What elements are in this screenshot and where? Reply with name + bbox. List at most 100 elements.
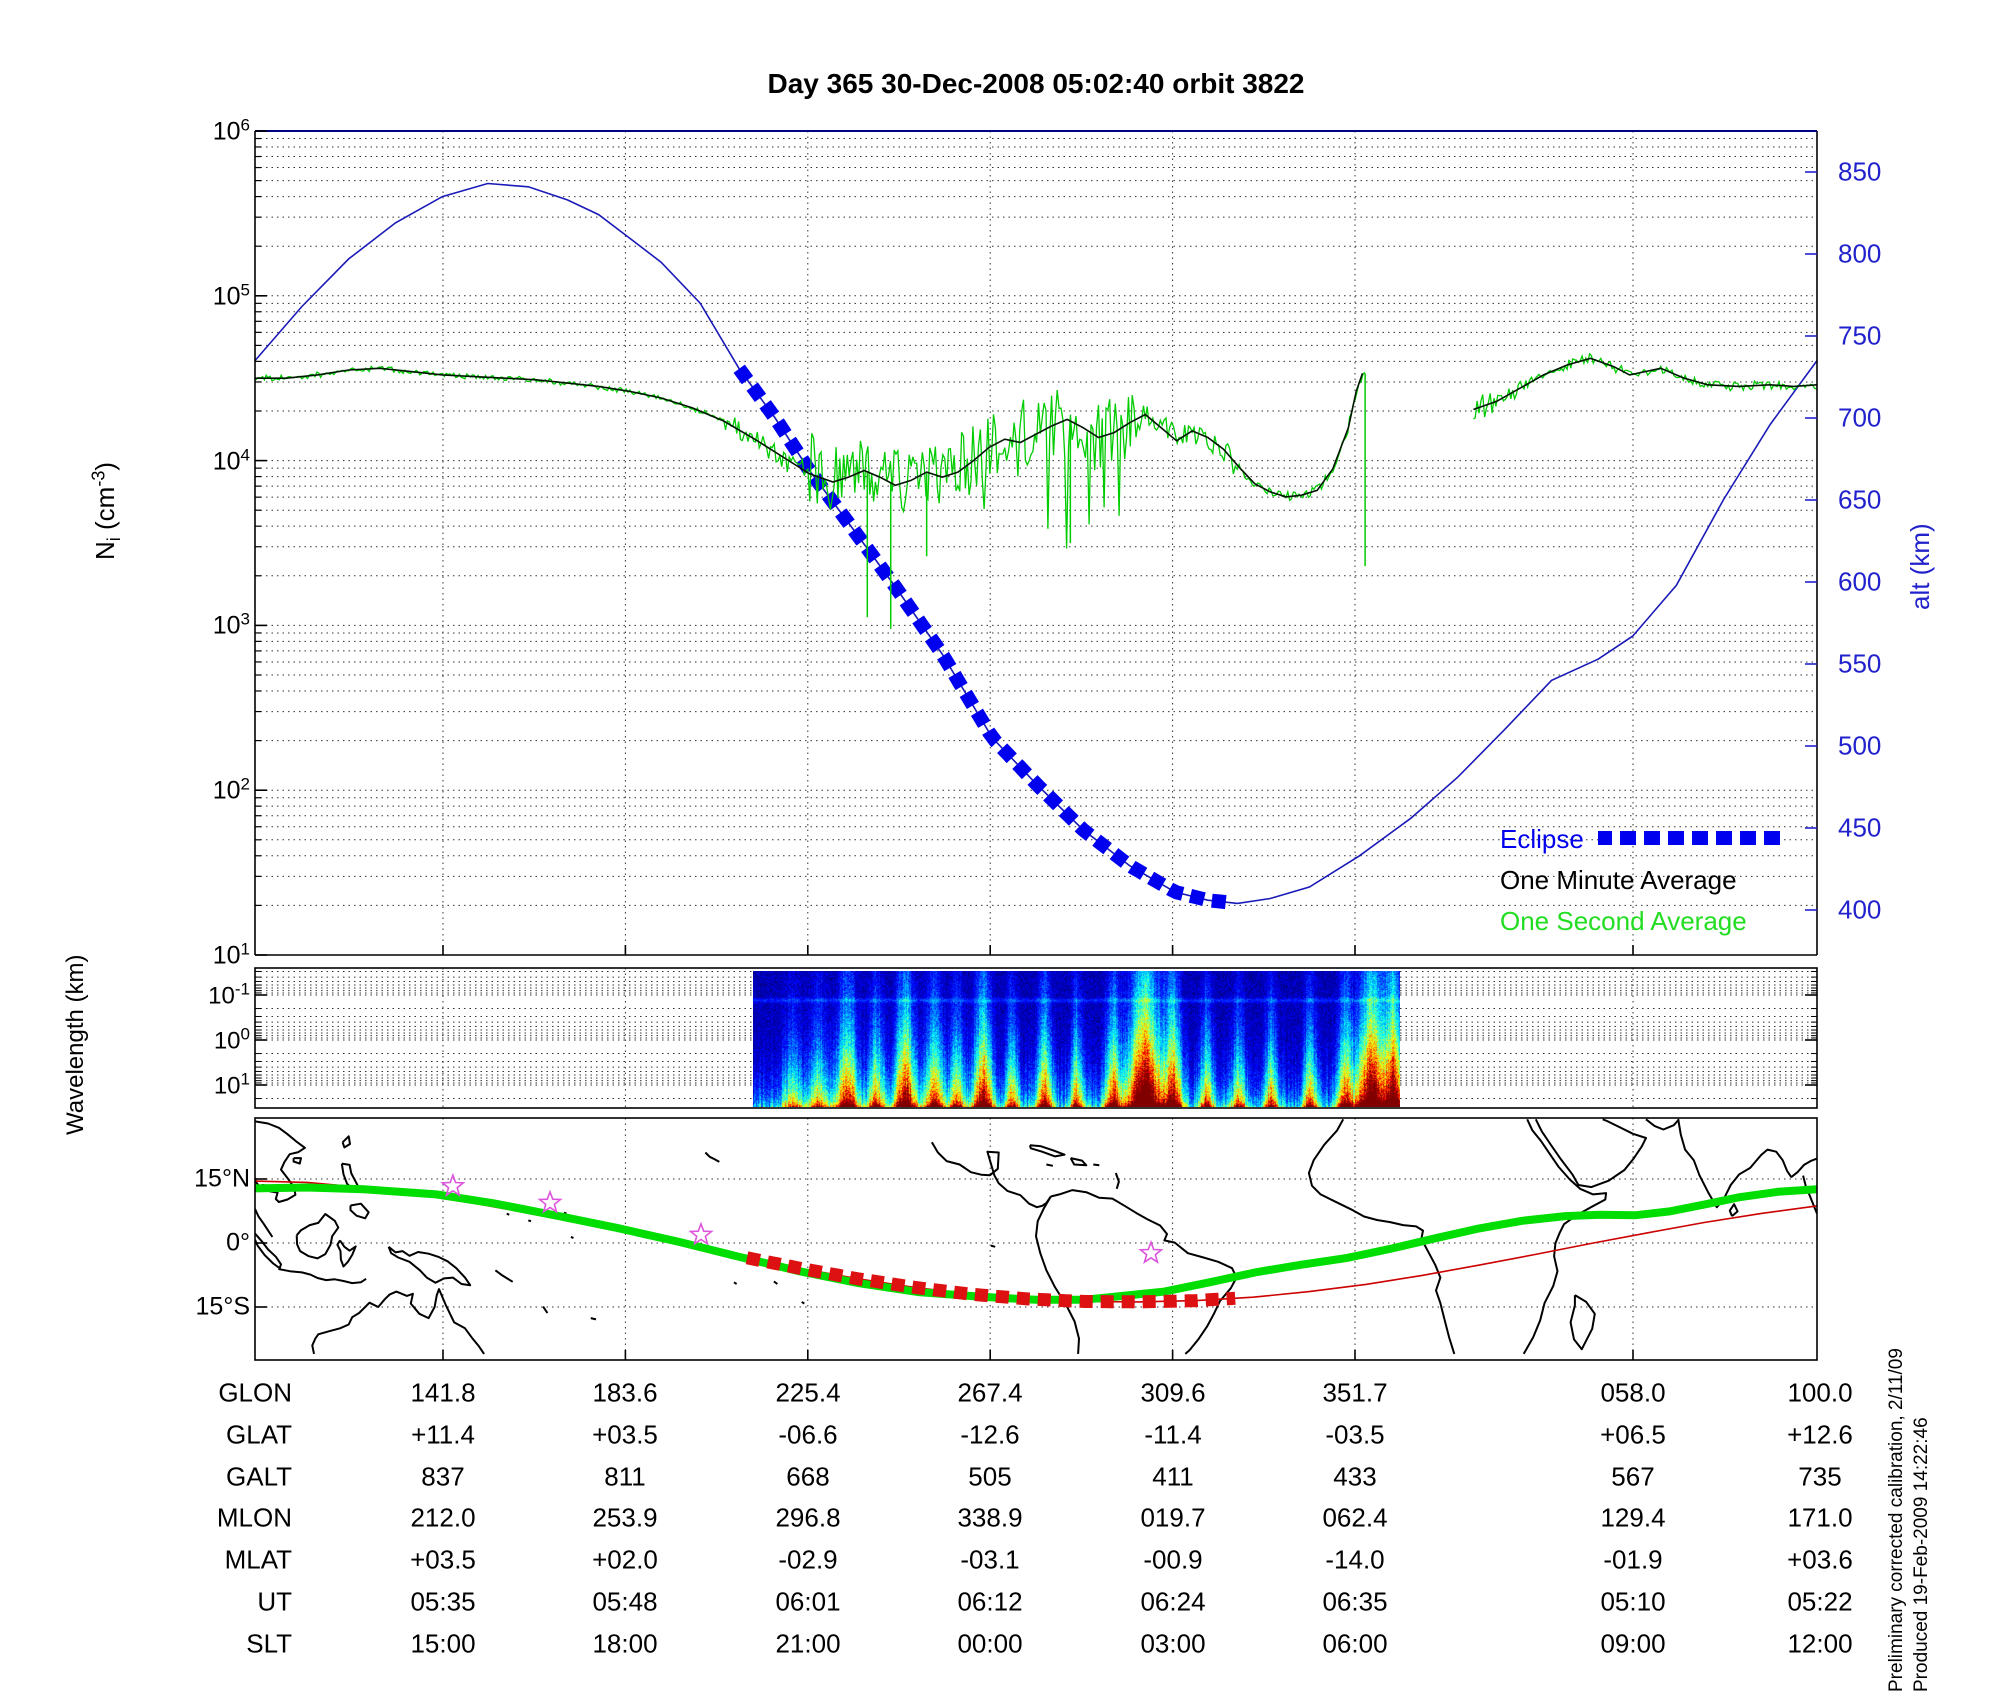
table-cell-GLON-5: 309.6 (1140, 1377, 1206, 1408)
table-row-label-MLON: MLON (216, 1502, 292, 1533)
table-cell-SLT-8: 12:00 (1787, 1628, 1853, 1659)
table-cell-SLT-4: 00:00 (957, 1628, 1023, 1659)
table-cell-GLAT-6: -03.5 (1325, 1419, 1385, 1450)
one-second-average-curve-seg2 (1473, 352, 1817, 420)
star-marker (1138, 1239, 1164, 1264)
table-cell-GALT-1: 837 (421, 1461, 465, 1492)
coastline (506, 1212, 510, 1216)
ni-tick-10e5: 105 (212, 280, 250, 311)
table-cell-MLON-1: 212.0 (410, 1502, 476, 1533)
table-cell-UT-1: 05:35 (410, 1586, 476, 1617)
ground-track-map-panel (254, 1117, 1818, 1361)
table-cell-MLON-2: 253.9 (592, 1502, 658, 1533)
coastline (801, 1301, 805, 1305)
alt-tick-650: 650 (1838, 484, 1882, 515)
table-cell-MLAT-2: +02.0 (592, 1544, 658, 1575)
table-row-label-GLAT: GLAT (226, 1419, 292, 1450)
ni-tick-10e1: 101 (212, 939, 250, 970)
coastline (570, 1236, 574, 1239)
lat-tick-15°N: 15°N (194, 1164, 250, 1193)
table-cell-UT-2: 05:48 (592, 1586, 658, 1617)
wavelength-tick-10e1: 101 (213, 1069, 250, 1100)
coastline (990, 1244, 996, 1248)
table-cell-GLAT-2: +03.5 (592, 1419, 658, 1450)
coastline (292, 1157, 302, 1165)
legend-second-average-label: One Second Average (1500, 906, 1747, 936)
table-cell-MLON-5: 019.7 (1140, 1502, 1206, 1533)
coastline (1046, 1163, 1054, 1167)
table-cell-GLAT-7: +06.5 (1600, 1419, 1666, 1450)
table-cell-MLAT-7: -01.9 (1603, 1544, 1663, 1575)
table-cell-MLON-8: 171.0 (1787, 1502, 1853, 1533)
coastline (704, 1151, 720, 1163)
table-row-label-GLON: GLON (218, 1377, 292, 1408)
table-cell-GALT-6: 433 (1333, 1461, 1377, 1492)
table-cell-GLON-8: 100.0 (1787, 1377, 1853, 1408)
table-cell-GLON-2: 183.6 (592, 1377, 658, 1408)
altitude-curve (254, 182, 1818, 905)
table-cell-MLAT-8: +03.6 (1787, 1544, 1853, 1575)
ground-track (255, 1183, 1817, 1304)
alt-tick-450: 450 (1838, 812, 1882, 843)
table-cell-GLAT-4: -12.6 (960, 1419, 1020, 1450)
coastline (1069, 1157, 1088, 1167)
table-cell-MLAT-6: -14.0 (1325, 1544, 1385, 1575)
table-cell-UT-3: 06:01 (775, 1586, 841, 1617)
coastline (931, 1141, 1052, 1209)
table-cell-GALT-5: 411 (1152, 1461, 1194, 1492)
table-cell-SLT-5: 03:00 (1140, 1628, 1206, 1659)
coastline (1802, 1175, 1817, 1214)
coastline (387, 1246, 472, 1287)
coastline (590, 1317, 597, 1321)
production-note-line2: Produced 19-Feb-2009 14:22:46 (1911, 1417, 1932, 1692)
ni-tick-10e3: 103 (212, 609, 250, 641)
coastline (349, 1202, 370, 1220)
table-cell-GALT-3: 668 (786, 1461, 830, 1492)
table-cell-GLON-1: 141.8 (410, 1377, 476, 1408)
table-cell-SLT-6: 06:00 (1322, 1628, 1388, 1659)
eclipse-track-dashed (745, 1251, 1236, 1309)
table-cell-UT-7: 05:10 (1600, 1586, 1666, 1617)
coastline (733, 1281, 738, 1285)
coastline (311, 1288, 485, 1355)
coastline (494, 1269, 514, 1283)
legend-eclipse-label: Eclipse (1500, 824, 1584, 854)
wavelength-tick-10e0: 100 (213, 1024, 250, 1055)
table-cell-GLON-6: 351.7 (1322, 1377, 1388, 1408)
star-marker (440, 1172, 466, 1197)
table-cell-GLAT-3: -06.6 (778, 1419, 838, 1450)
alt-tick-600: 600 (1838, 566, 1882, 597)
lat-tick-0°: 0° (226, 1228, 250, 1257)
table-cell-SLT-7: 09:00 (1600, 1628, 1666, 1659)
alt-tick-750: 750 (1838, 320, 1882, 351)
eclipse-dashed-segment (733, 364, 1234, 910)
table-cell-MLAT-4: -03.1 (960, 1544, 1020, 1575)
coastline (1050, 1189, 1238, 1355)
alt-tick-700: 700 (1838, 402, 1882, 433)
table-cell-SLT-2: 18:00 (592, 1628, 658, 1659)
coastline (255, 1208, 274, 1238)
production-note: Preliminary corrected calibration, 2/11/… (1884, 1348, 1934, 1692)
wavelength-tick-10e-1: 10-1 (208, 979, 250, 1010)
wavelength-axis-label: Wavelength (km) (62, 954, 89, 1136)
table-cell-UT-8: 05:22 (1787, 1586, 1853, 1617)
table-cell-GALT-4: 505 (968, 1461, 1012, 1492)
table-cell-GALT-7: 567 (1611, 1461, 1655, 1492)
coastline (255, 1232, 282, 1270)
coastline (1677, 1119, 1793, 1209)
one-minute-average-curve-seg2 (1473, 357, 1818, 411)
legend-minute-average-label: One Minute Average (1500, 865, 1737, 895)
alt-tick-500: 500 (1838, 730, 1882, 761)
coastline (563, 1211, 567, 1215)
coastline (1645, 1118, 1680, 1131)
production-note-line1: Preliminary corrected calibration, 2/11/… (1886, 1348, 1907, 1692)
table-cell-SLT-3: 21:00 (775, 1628, 841, 1659)
table-cell-UT-5: 06:24 (1140, 1586, 1206, 1617)
table-row-label-MLAT: MLAT (224, 1544, 292, 1575)
star-marker (688, 1221, 714, 1246)
coastline (528, 1219, 532, 1223)
coastline (542, 1306, 549, 1314)
page-title: Day 365 30-Dec-2008 05:02:40 orbit 3822 (767, 68, 1305, 99)
